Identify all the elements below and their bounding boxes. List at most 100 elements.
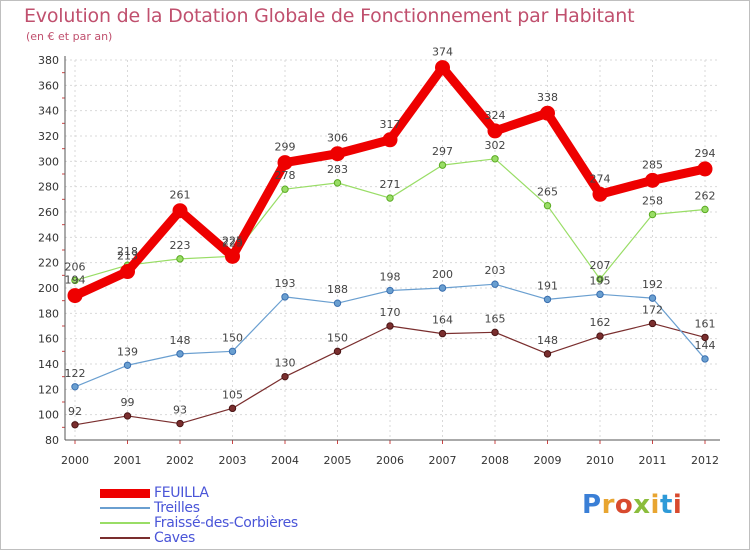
data-label: 258 [642,195,663,208]
y-tick-label: 380 [38,54,59,67]
y-tick-label: 340 [38,105,59,118]
data-label: 192 [642,278,663,291]
x-tick-label: 2008 [481,454,509,467]
data-label: 172 [642,303,663,316]
data-label: 225 [222,236,243,249]
legend-swatch [100,522,150,524]
grid [65,59,720,441]
data-label: 338 [537,91,558,104]
data-point [176,419,184,428]
data-point [281,293,289,301]
data-label: 161 [695,317,716,330]
data-label: 262 [695,189,716,202]
y-tick-label: 360 [38,79,59,92]
axes: 80 100 120 140 160 180 200 220 240 260 280 300 320 34… [38,54,720,467]
data-label: 299 [275,141,296,154]
y-tick-label: 220 [38,257,59,270]
data-point [67,288,83,304]
data-label: 218 [117,245,138,258]
data-point [596,332,604,340]
y-tick-label: 300 [38,155,59,168]
data-point [228,347,237,356]
data-point [487,123,503,139]
series-caves [71,319,709,429]
x-tick-label: 2012 [691,454,719,467]
y-tick-label: 100 [38,409,59,422]
data-point [697,161,713,177]
logo-letter: i [650,490,660,520]
data-label: 148 [537,334,558,347]
data-point [176,255,184,263]
x-tick-label: 2002 [166,454,194,467]
logo-letter: r [601,490,615,520]
data-point [543,350,552,358]
data-label: 261 [170,189,191,202]
data-label: 265 [537,186,558,199]
data-label: 285 [642,158,663,171]
x-tick-label: 2010 [586,454,614,467]
x-tick-label: 2003 [219,454,247,467]
y-tick-label: 160 [38,333,59,346]
data-label: 150 [222,331,243,344]
data-label: 193 [275,277,296,290]
data-label: 297 [432,145,453,158]
legend-swatch [100,507,150,509]
data-label: 306 [327,132,348,145]
chart-title: Evolution de la Dotation Globale de Fonc… [24,5,635,27]
data-label: 302 [485,139,506,152]
y-tick-label: 120 [38,383,59,396]
data-point [172,203,188,219]
data-point [333,347,342,356]
data-point [648,319,657,328]
data-label: 374 [432,46,453,59]
x-tick-label: 2001 [114,454,142,467]
data-label: 206 [65,260,86,273]
logo-letter: o [614,490,634,520]
data-point [71,421,79,429]
data-label: 195 [590,274,611,287]
data-point [596,275,604,283]
data-point [701,205,709,214]
data-point [491,328,499,337]
data-point [438,329,447,338]
legend-swatch [100,489,150,498]
data-label: 191 [537,279,558,292]
data-label: 122 [65,367,86,380]
x-tick-label: 2006 [376,454,404,467]
data-label: 148 [170,334,191,347]
data-label: 200 [432,268,453,281]
data-label: 99 [121,396,135,409]
data-point [543,201,552,210]
data-point [120,264,135,280]
data-label: 130 [275,357,296,370]
data-label: 93 [173,404,187,417]
data-label: 203 [485,264,506,277]
y-tick-label: 200 [38,282,59,295]
legend-swatch [100,537,150,539]
data-point [491,155,499,163]
logo-letter: x [633,490,651,520]
data-point [123,361,132,369]
data-point [225,248,240,264]
data-point [333,179,342,187]
data-point [701,355,709,363]
data-point [281,185,289,193]
data-label: 164 [432,314,453,327]
data-point [333,299,342,307]
x-tick-label: 2009 [534,454,562,467]
data-point [435,60,450,76]
data-point [123,412,132,420]
data-label: 271 [380,178,401,191]
data-point [701,333,709,342]
data-label: 170 [380,306,401,319]
data-point [438,161,447,169]
series-layer [67,60,713,429]
data-label: 324 [485,109,506,122]
data-point [386,286,394,295]
data-point [71,276,79,285]
data-labels-layer: 194 213 261 225 299 306 317 374 324 338 274 285 294 1… [65,46,716,418]
logo-letter: t [659,490,673,520]
data-label: 144 [695,339,716,352]
data-point [596,290,604,299]
